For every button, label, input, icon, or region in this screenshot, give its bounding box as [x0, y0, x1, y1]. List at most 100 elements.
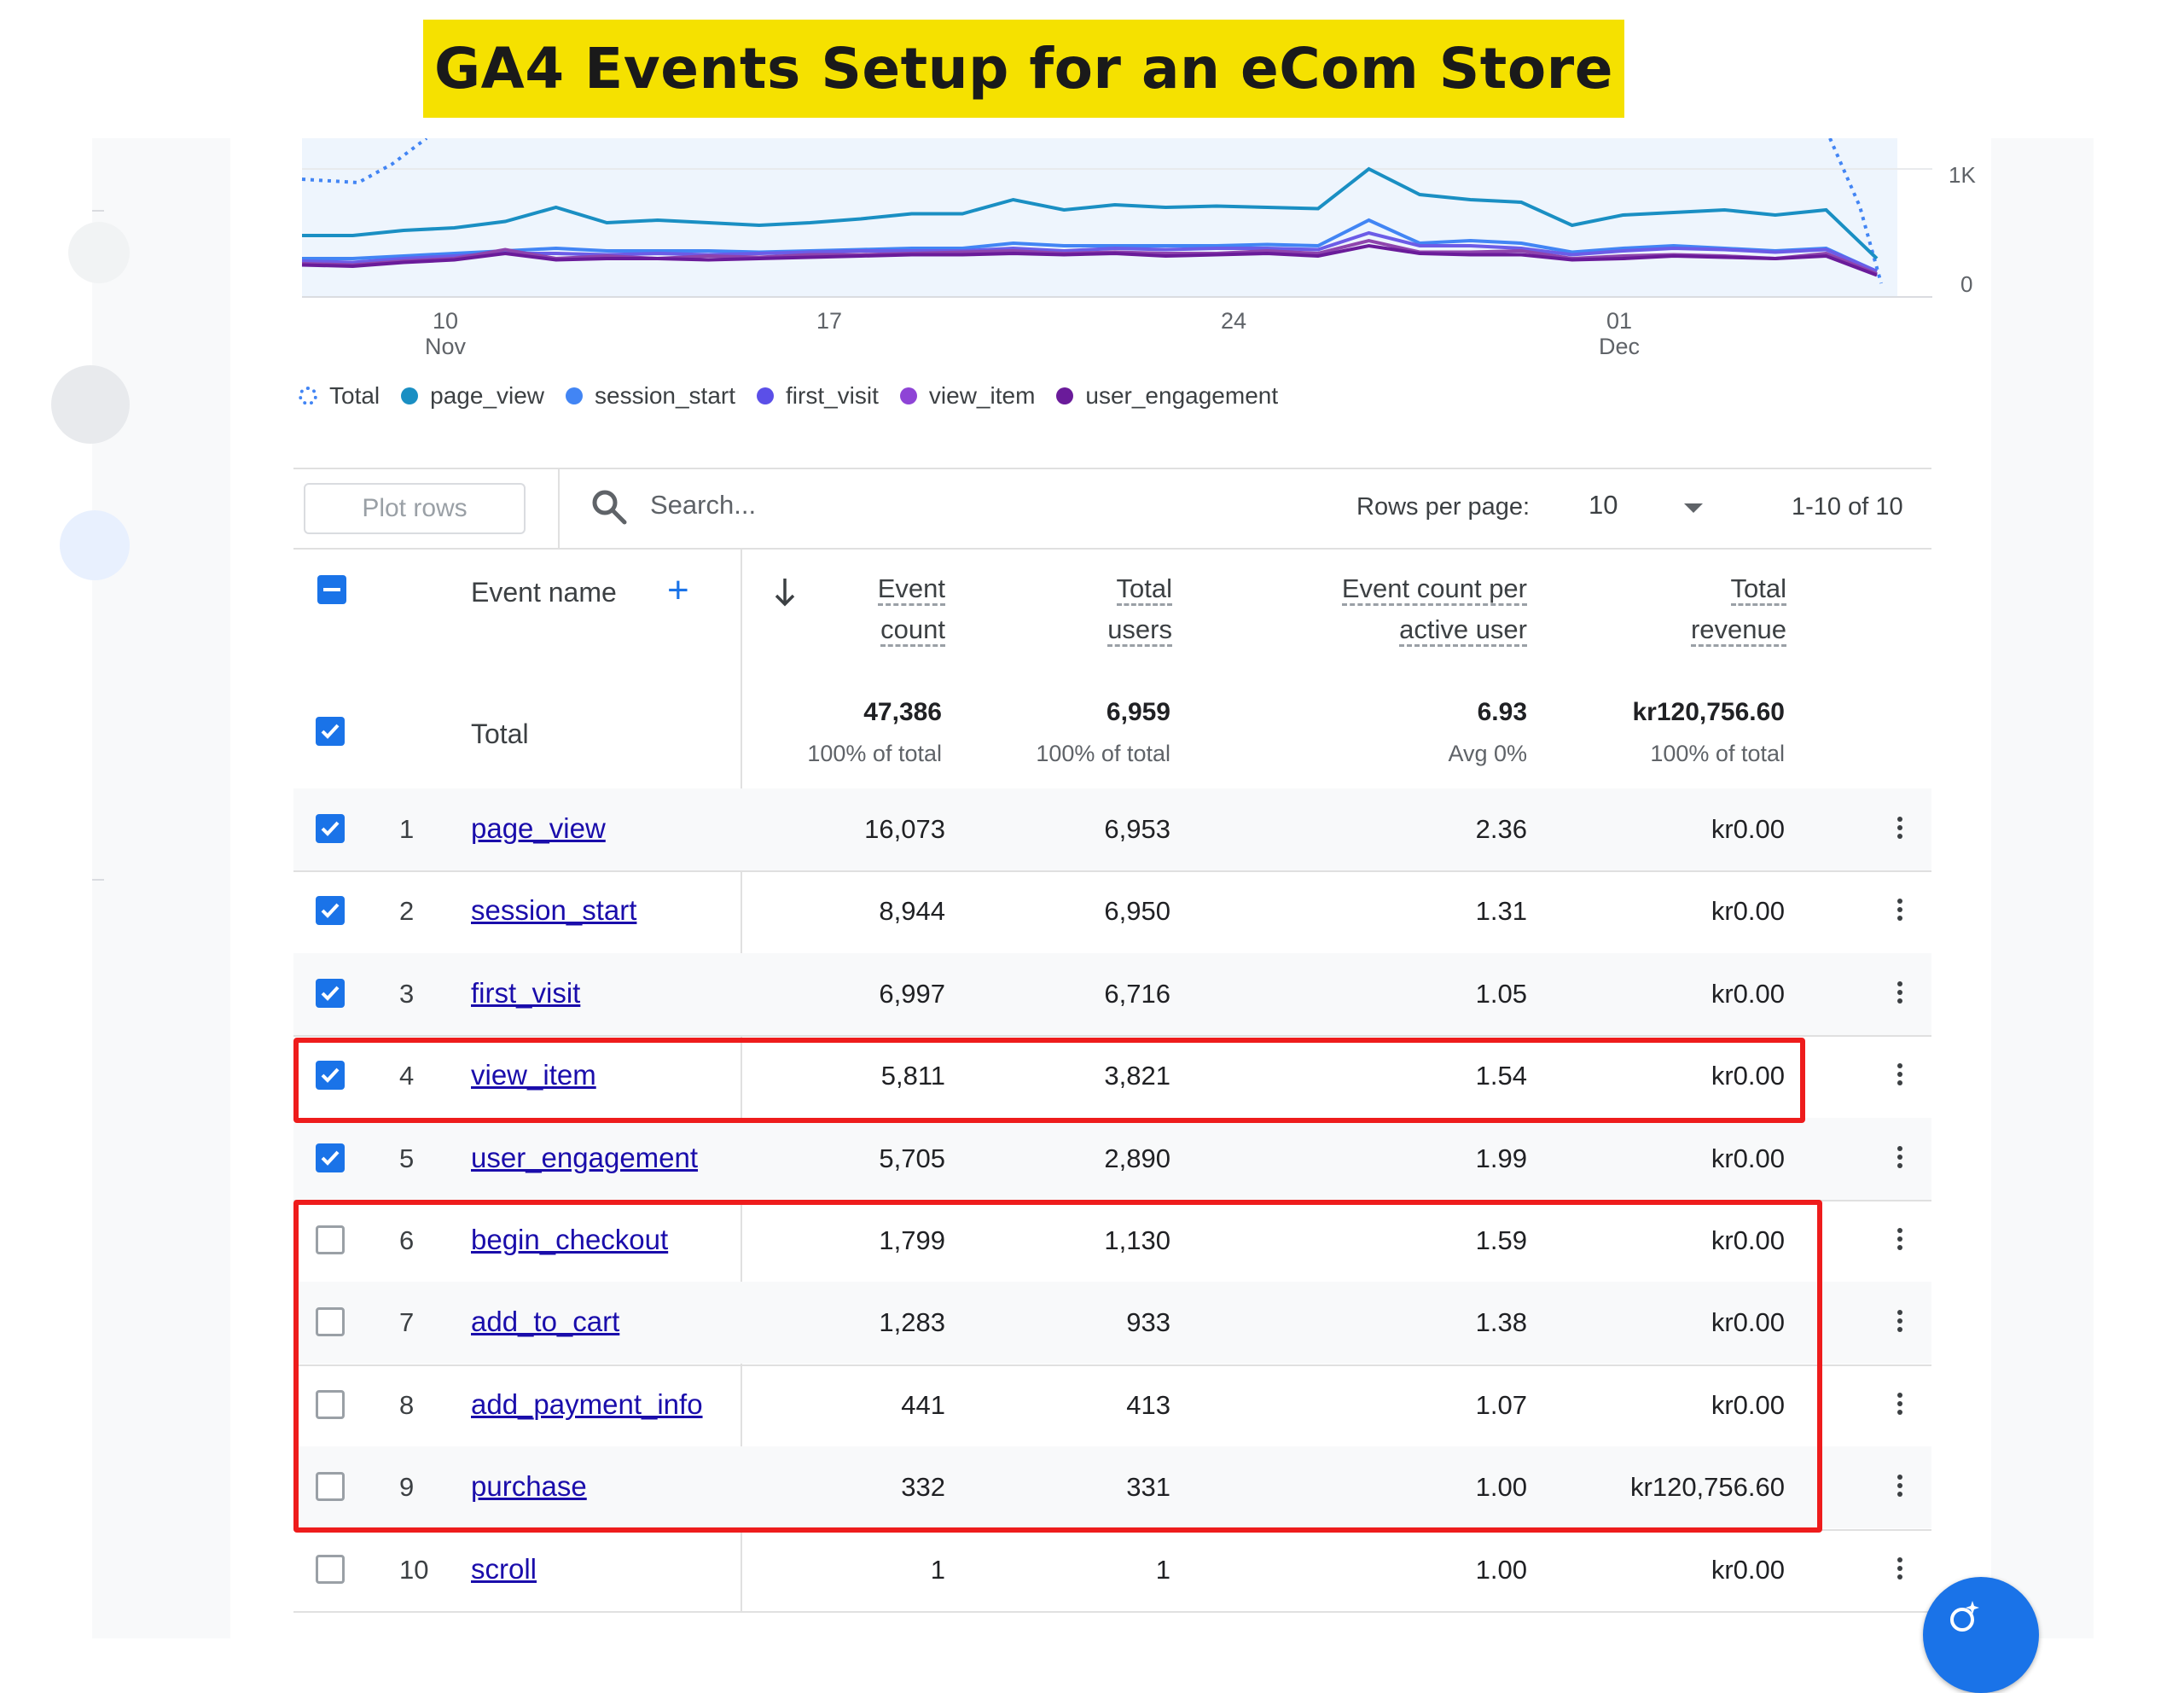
event-name-link[interactable]: add_to_cart [471, 1306, 620, 1338]
row-checkbox[interactable] [316, 1472, 345, 1502]
row-checkbox[interactable] [316, 1389, 345, 1419]
row-checkbox[interactable] [316, 1143, 345, 1172]
total-ecpau: 6.93 [1477, 698, 1527, 726]
events-line-chart [301, 138, 1932, 298]
ecpau-cell: 1.54 [1475, 1061, 1527, 1091]
event-name-link[interactable]: scroll [471, 1552, 537, 1585]
table-row[interactable]: 10 scroll 1 1 1.00 kr0.00 [293, 1529, 1931, 1611]
event-name-link[interactable]: page_view [471, 812, 606, 844]
sidebar-divider [92, 879, 104, 881]
ecpau-cell: 1.05 [1475, 978, 1527, 1009]
row-checkbox[interactable] [316, 1307, 345, 1337]
table-row[interactable]: 4 view_item 5,811 3,821 1.54 kr0.00 [293, 1035, 1931, 1117]
legend-item-first-visit[interactable]: first_visit [757, 382, 879, 410]
plot-rows-button[interactable]: Plot rows [304, 483, 526, 534]
row-checkbox[interactable] [316, 896, 345, 926]
total-event-count-sub: 100% of total [807, 741, 942, 766]
header-total-revenue[interactable]: Total revenue [1604, 568, 1786, 650]
rows-per-page-label: Rows per page: [1356, 493, 1531, 521]
insights-fab-button[interactable] [1923, 1577, 2039, 1693]
event-name-link[interactable]: session_start [471, 894, 637, 927]
ecpau-cell: 1.07 [1475, 1389, 1527, 1420]
total-checkbox[interactable] [316, 717, 345, 746]
event-count-cell: 441 [901, 1389, 945, 1420]
series-line-page-view [302, 166, 1879, 260]
table-row[interactable]: 3 first_visit 6,997 6,716 1.05 kr0.00 [293, 952, 1931, 1035]
search-input[interactable]: Search... [650, 490, 757, 520]
table-row[interactable]: 1 page_view 16,073 6,953 2.36 kr0.00 [293, 788, 1931, 870]
table-row[interactable]: 5 user_engagement 5,705 2,890 1.99 kr0.00 [293, 1117, 1931, 1200]
row-checkbox[interactable] [316, 1061, 345, 1091]
event-name-link[interactable]: view_item [471, 1059, 596, 1091]
total-event-count: 47,386 [863, 698, 942, 726]
table-row[interactable]: 2 session_start 8,944 6,950 1.31 kr0.00 [293, 870, 1931, 952]
total-series-line [301, 138, 428, 185]
table-row[interactable]: 6 begin_checkout 1,799 1,130 1.59 kr0.00 [293, 1200, 1931, 1282]
total-users-cell: 1 [1155, 1554, 1170, 1585]
row-checkbox[interactable] [316, 1554, 345, 1584]
header-event-count[interactable]: Event count [802, 568, 945, 650]
table-row[interactable]: 7 add_to_cart 1,283 933 1.38 kr0.00 [293, 1282, 1931, 1364]
x-tick-label: 17 [816, 308, 843, 334]
add-dimension-icon[interactable]: + [667, 569, 689, 611]
legend-item-view-item[interactable]: view_item [899, 382, 1035, 410]
total-users-cell: 3,821 [1104, 1061, 1170, 1091]
chevron-down-icon[interactable] [1684, 503, 1703, 513]
y-tick-label: 0 [1960, 271, 1973, 297]
sidebar-nav-icon-active[interactable] [60, 510, 130, 580]
title-banner: GA4 Events Setup for an eCom Store [423, 20, 1624, 118]
legend-item-session-start[interactable]: session_start [566, 382, 735, 410]
revenue-cell: kr0.00 [1711, 978, 1785, 1009]
event-name-link[interactable]: add_payment_info [471, 1388, 703, 1420]
total-users-cell: 1,130 [1104, 1225, 1170, 1255]
table-row[interactable]: 9 purchase 332 331 1.00 kr120,756.60 [293, 1446, 1931, 1529]
legend-item-total[interactable]: Total [299, 382, 380, 410]
event-name-link[interactable]: begin_checkout [471, 1224, 669, 1255]
row-more-icon[interactable] [1896, 814, 1904, 845]
row-more-icon[interactable] [1896, 1555, 1904, 1585]
event-count-cell: 6,997 [879, 978, 945, 1009]
row-more-icon[interactable] [1896, 1472, 1904, 1503]
column-divider [741, 550, 742, 1613]
legend-item-user-engagement[interactable]: user_engagement [1056, 382, 1278, 410]
row-checkbox[interactable] [316, 814, 345, 843]
sidebar-nav-icon[interactable] [51, 365, 130, 444]
event-count-cell: 1,799 [879, 1225, 945, 1255]
row-more-icon[interactable] [1896, 1307, 1904, 1338]
sidebar-nav-icon[interactable] [68, 222, 130, 283]
row-more-icon[interactable] [1896, 1061, 1904, 1091]
search-icon[interactable] [589, 486, 630, 527]
event-name-link[interactable]: first_visit [471, 976, 581, 1009]
row-number: 1 [399, 814, 415, 844]
row-more-icon[interactable] [1896, 896, 1904, 927]
row-checkbox[interactable] [316, 978, 345, 1008]
row-checkbox[interactable] [316, 1225, 345, 1254]
row-number: 10 [399, 1554, 429, 1585]
checkmark-icon [321, 904, 340, 919]
select-all-checkbox[interactable] [317, 575, 346, 604]
row-more-icon[interactable] [1896, 1390, 1904, 1421]
y-tick-label: 1K [1949, 162, 1976, 188]
event-name-link[interactable]: purchase [471, 1470, 587, 1503]
header-event-name[interactable]: Event name [471, 577, 617, 608]
rows-per-page-select[interactable]: 10 [1589, 490, 1618, 520]
total-users-cell: 6,716 [1104, 978, 1170, 1009]
legend-marker-icon [299, 387, 317, 405]
sort-arrow-down-icon[interactable] [773, 577, 797, 608]
row-number: 9 [399, 1472, 415, 1503]
table-row[interactable]: 8 add_payment_info 441 413 1.07 kr0.00 [293, 1364, 1931, 1446]
total-users-cell: 413 [1126, 1389, 1170, 1420]
legend-item-page-view[interactable]: page_view [401, 382, 544, 410]
row-more-icon[interactable] [1896, 1225, 1904, 1256]
divider [293, 468, 1931, 469]
series-line-session-start [302, 218, 1878, 273]
header-total-users[interactable]: Total users [1024, 568, 1172, 650]
header-event-count-per-active-user[interactable]: Event count per active user [1246, 568, 1527, 650]
legend-marker-icon [401, 387, 419, 404]
checkmark-icon [321, 1150, 340, 1166]
series-line-user-engagement [301, 243, 1878, 277]
row-number: 5 [399, 1143, 415, 1173]
event-name-link[interactable]: user_engagement [471, 1141, 699, 1173]
row-more-icon[interactable] [1896, 979, 1904, 1009]
row-more-icon[interactable] [1896, 1143, 1904, 1174]
